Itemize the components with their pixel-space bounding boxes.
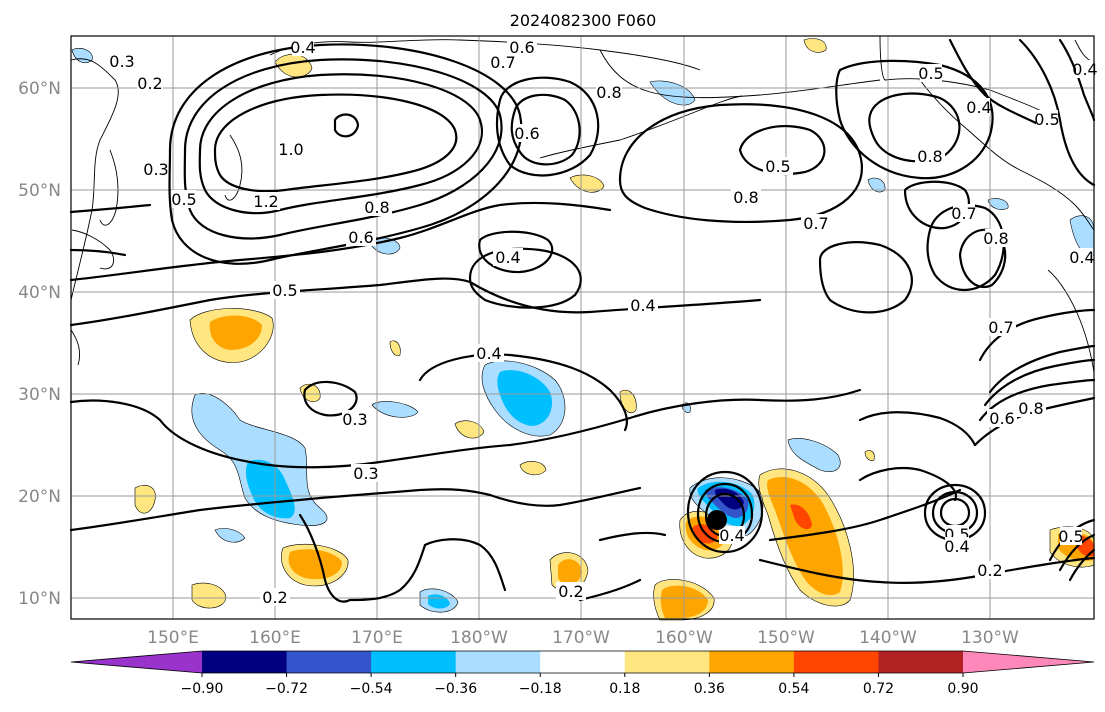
colorbar-segment [793,651,879,673]
colorbar-tick-label: −0.54 [350,681,393,697]
colorbar-segment [286,651,372,673]
colorbar-tick-label: 0.18 [609,681,640,697]
colorbar-segment [455,651,541,673]
lat-label-10n: 10°N [18,589,61,609]
colorbar-tick-label: −0.36 [434,681,477,697]
colorbar-tick-label: −0.18 [519,681,562,697]
lon-label-170e: 170°E [351,628,403,648]
lat-label-60n: 60°N [18,79,61,99]
contour-label: 0.4 [1072,60,1097,79]
contour-label: 0.3 [353,464,378,483]
contour-label-group: 0.3 0.2 0.4 0.6 0.7 0.8 1.0 1.2 0.5 0.3 … [108,38,1098,607]
colorbar-segment [709,651,795,673]
contour-label: 0.6 [989,409,1014,428]
colorbar-tick-label: −0.90 [181,681,224,697]
colorbar: −0.90 −0.72 −0.54 −0.36 −0.18 0.18 0.36 0.54 0.7… [70,650,1095,697]
colorbar-segment [371,651,457,673]
colorbar-segment [624,651,710,673]
contour-label: 0.8 [596,83,621,102]
contour-label: 0.8 [983,229,1008,248]
contour-label: 0.8 [1018,399,1043,418]
contour-lines [69,38,1096,603]
contour-label: 0.8 [364,198,389,217]
contour-label: 0.6 [509,38,534,57]
lon-label-150w: 150°W [757,628,815,648]
colorbar-extend-high [963,651,1094,673]
contour-label: 0.5 [918,64,943,83]
lat-label-40n: 40°N [18,283,61,303]
map-title: 2024082300 F060 [510,11,657,30]
contour-label: 0.3 [143,160,168,179]
contour-label: 0.6 [514,124,539,143]
contour-label: 0.5 [1034,110,1059,129]
contour-label: 0.8 [917,147,942,166]
lon-label-150e: 150°E [147,628,199,648]
contour-label: 0.4 [1069,248,1094,267]
contour-label: 0.4 [719,526,744,545]
colorbar-segment [878,651,964,673]
colorbar-tick-label: 0.72 [863,681,894,697]
colorbar-segment [202,651,288,673]
latitude-labels: 60°N 50°N 40°N 30°N 20°N 10°N [18,79,61,609]
contour-label: 0.5 [1058,527,1083,546]
lon-label-180w: 180°W [450,628,508,648]
colorbar-extend-low [71,651,202,673]
lon-label-140w: 140°W [859,628,917,648]
lat-label-30n: 30°N [18,385,61,405]
contour-label: 0.5 [171,190,196,209]
lat-label-50n: 50°N [18,181,61,201]
contour-label: 0.2 [137,74,162,93]
contour-label: 0.4 [630,296,655,315]
map-frame [70,35,1095,620]
map-panel: 0.3 0.2 0.4 0.6 0.7 0.8 1.0 1.2 0.5 0.3 … [69,35,1098,621]
lon-label-170w: 170°W [552,628,610,648]
contour-label: 0.5 [272,281,297,300]
contour-label: 0.4 [495,248,520,267]
contour-label: 0.5 [765,157,790,176]
contour-label: 0.3 [342,410,367,429]
contour-label: 0.2 [262,588,287,607]
contour-label: 1.2 [253,192,278,211]
lon-label-160w: 160°W [655,628,713,648]
contour-label: 0.7 [490,53,515,72]
longitude-labels: 150°E 160°E 170°E 180°W 170°W 160°W 150°… [147,628,1019,648]
colorbar-segment [540,651,626,673]
lon-label-130w: 130°W [961,628,1019,648]
lat-label-20n: 20°N [18,487,61,507]
colorbar-tick-label: 0.36 [694,681,725,697]
colorbar-tick-label: 0.54 [778,681,809,697]
contour-label: 0.7 [803,214,828,233]
contour-label: 0.4 [476,344,501,363]
contour-label: 0.6 [348,228,373,247]
contour-label: 0.3 [109,52,134,71]
contour-label: 0.4 [944,537,969,556]
contour-label: 0.4 [966,98,991,117]
colorbar-tick-label: −0.72 [265,681,308,697]
lon-label-160e: 160°E [249,628,301,648]
gridlines [71,36,1094,619]
contour-label: 0.4 [290,38,315,57]
storm-center-marker [707,510,727,530]
contour-label: 1.0 [278,140,303,159]
contour-label: 0.8 [733,188,758,207]
contour-label: 0.7 [951,204,976,223]
contour-label: 0.2 [977,561,1002,580]
contour-label: 0.2 [558,582,583,601]
colorbar-tick-label: 0.90 [947,681,978,697]
contour-label: 0.7 [988,318,1013,337]
